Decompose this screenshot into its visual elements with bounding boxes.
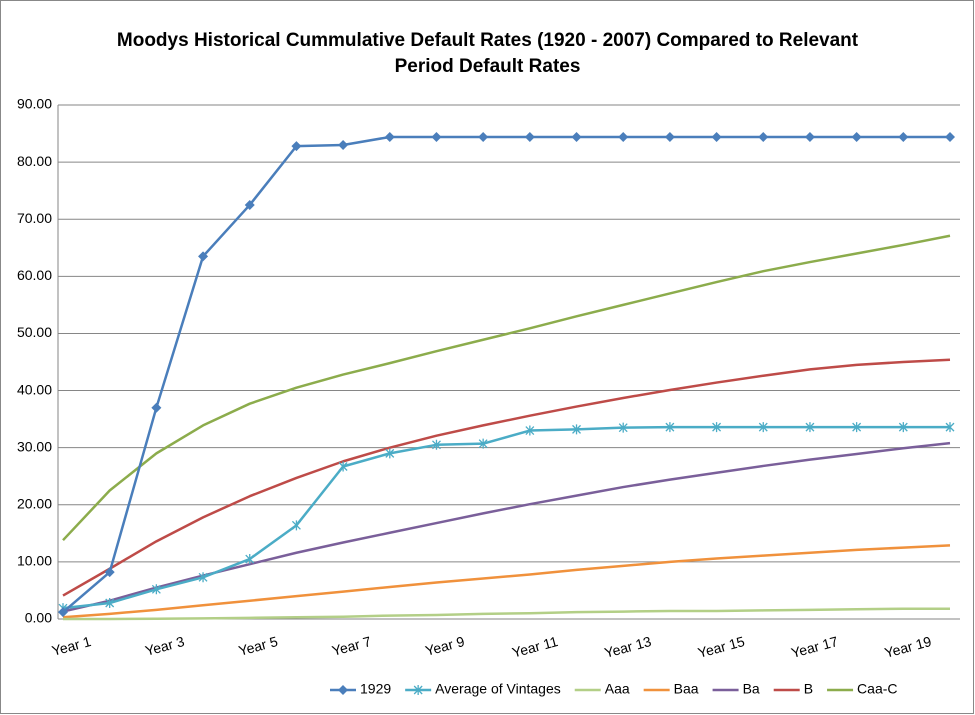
y-tick-label: 40.00	[17, 381, 52, 397]
y-tick-label: 50.00	[17, 324, 52, 340]
point	[712, 422, 722, 433]
series-line	[62, 234, 951, 542]
legend-label: Ba	[743, 681, 760, 697]
y-tick-label: 20.00	[17, 495, 52, 511]
point	[244, 199, 255, 210]
legend-marker	[413, 685, 423, 695]
chart-title: Moodys Historical Cummulative Default Ra…	[116, 30, 859, 77]
point	[432, 439, 441, 450]
point	[524, 131, 535, 142]
series-line	[62, 425, 950, 610]
point	[852, 422, 862, 433]
legend-marker	[338, 685, 348, 695]
point	[851, 131, 862, 142]
point	[618, 131, 629, 142]
point	[105, 598, 115, 609]
point	[198, 572, 208, 583]
point	[151, 584, 161, 595]
point	[104, 567, 115, 578]
point	[945, 131, 955, 142]
point	[618, 422, 628, 433]
legend-label: Aaa	[605, 681, 630, 697]
series-line	[63, 607, 950, 621]
point	[384, 131, 395, 142]
point	[291, 141, 302, 152]
series-line	[62, 544, 951, 619]
legend-label: B	[804, 681, 813, 697]
y-tick-label: 10.00	[17, 553, 52, 569]
point	[198, 251, 209, 262]
y-tick-label: 90.00	[17, 96, 52, 112]
point	[431, 131, 442, 142]
y-tick-label: 30.00	[17, 438, 52, 454]
point	[58, 607, 68, 618]
point	[898, 131, 909, 142]
legend-label: Caa-C	[857, 681, 897, 697]
point	[945, 422, 955, 433]
legend-label: Average of Vintages	[435, 681, 561, 697]
point	[711, 131, 722, 142]
point	[338, 139, 349, 150]
point	[338, 461, 348, 472]
point	[805, 422, 815, 433]
series-line	[62, 135, 950, 614]
legend-label: Baa	[674, 681, 699, 697]
point	[478, 438, 488, 449]
y-tick-label: 0.00	[25, 610, 52, 626]
point	[665, 422, 675, 433]
point	[385, 448, 395, 459]
series-line	[62, 358, 951, 597]
y-tick-label: 70.00	[17, 210, 52, 226]
point	[478, 131, 489, 142]
point	[525, 425, 535, 436]
point	[571, 131, 582, 142]
point	[758, 131, 769, 142]
y-tick-label: 60.00	[17, 267, 52, 283]
point	[151, 402, 162, 413]
point	[758, 422, 768, 433]
point	[804, 131, 815, 142]
point	[291, 520, 301, 531]
point	[245, 554, 255, 565]
point	[898, 422, 908, 433]
y-tick-label: 80.00	[17, 153, 52, 169]
legend-label: 1929	[360, 681, 391, 697]
point	[572, 424, 581, 435]
point	[664, 131, 675, 142]
